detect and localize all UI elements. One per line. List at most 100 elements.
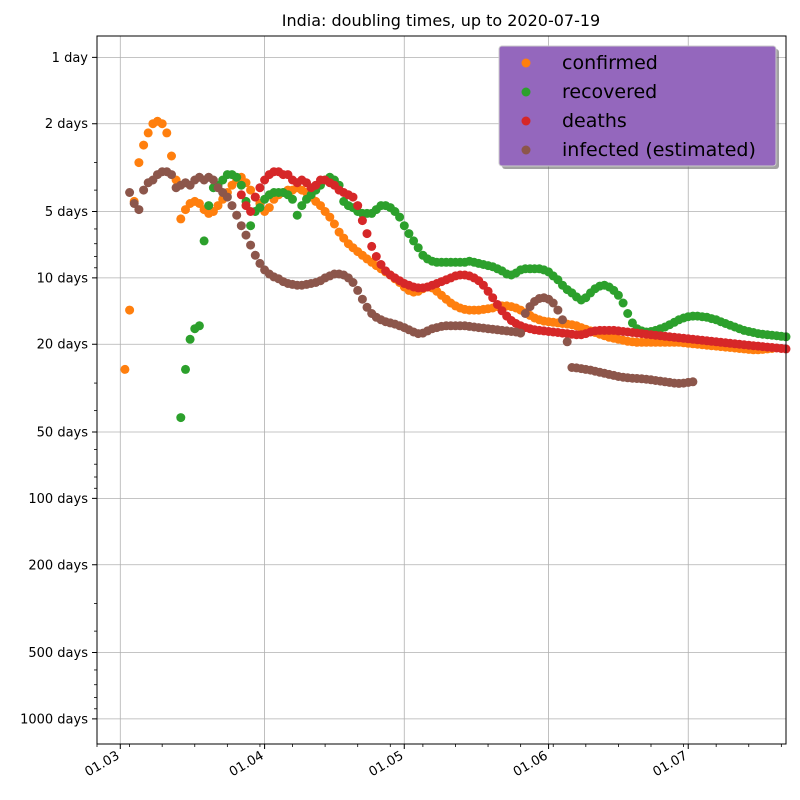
data-point — [232, 172, 242, 182]
x-tick-label: 01.07 — [651, 748, 691, 780]
legend-label: infected (estimated) — [562, 139, 756, 161]
data-point — [516, 328, 526, 338]
y-tick-label: 200 days — [28, 558, 88, 573]
data-point — [139, 140, 149, 150]
data-point — [157, 119, 167, 129]
y-tick-label: 20 days — [37, 338, 89, 353]
x-tick-label: 01.03 — [83, 748, 123, 780]
data-point — [185, 334, 195, 344]
data-point — [134, 205, 144, 215]
data-point — [297, 201, 307, 211]
legend-marker — [521, 87, 531, 97]
data-point — [255, 258, 265, 268]
data-point — [167, 170, 176, 180]
data-point — [125, 305, 135, 315]
data-point — [348, 278, 358, 287]
data-point — [236, 180, 246, 190]
data-point — [181, 205, 190, 215]
y-tick-label: 100 days — [28, 492, 88, 507]
data-point — [255, 183, 265, 193]
data-point — [362, 229, 372, 239]
data-point — [623, 309, 633, 318]
data-point — [399, 221, 409, 231]
grid-lines — [97, 36, 786, 744]
y-tick-label: 2 days — [45, 117, 88, 132]
legend-marker — [521, 116, 531, 126]
legend-label: confirmed — [562, 52, 658, 74]
data-point — [413, 243, 423, 253]
data-point — [362, 302, 372, 312]
series-2 — [236, 167, 791, 354]
data-point — [194, 321, 204, 331]
y-tick-label: 1 day — [52, 51, 89, 66]
data-point — [208, 175, 218, 185]
data-point — [232, 210, 242, 220]
data-point — [548, 298, 558, 308]
legend-marker — [521, 145, 531, 155]
chart-title: India: doubling times, up to 2020-07-19 — [282, 11, 600, 30]
data-point — [395, 212, 405, 222]
legend-label: recovered — [562, 81, 657, 103]
data-point — [325, 212, 335, 222]
y-tick-label: 10 days — [37, 271, 89, 286]
data-point — [478, 280, 488, 290]
y-tick-label: 500 days — [28, 646, 88, 661]
data-point — [227, 201, 237, 211]
data-point — [483, 286, 493, 296]
x-tick-label: 01.05 — [367, 748, 407, 780]
x-tick-label: 01.04 — [227, 748, 267, 780]
data-point — [357, 216, 367, 226]
data-point — [143, 128, 153, 138]
y-tick-label: 50 days — [37, 425, 89, 440]
data-point — [236, 221, 246, 231]
x-tick-label: 01.06 — [511, 748, 551, 780]
legend: confirmed recovered deaths infected (estima… — [498, 45, 779, 169]
data-points — [120, 116, 791, 423]
data-point — [613, 290, 623, 300]
data-point — [241, 230, 251, 240]
data-point — [246, 240, 256, 250]
data-point — [520, 309, 530, 318]
data-point — [348, 192, 358, 202]
x-axis: 01.03 01.04 01.05 01.06 01.07 — [83, 744, 782, 780]
data-point — [129, 199, 139, 208]
data-point — [409, 236, 419, 246]
data-point — [404, 229, 414, 239]
data-point — [250, 192, 260, 202]
legend-label: deaths — [562, 110, 627, 132]
data-point — [553, 305, 563, 315]
data-point — [292, 210, 302, 220]
data-point — [288, 194, 297, 204]
legend-box — [498, 45, 777, 167]
data-point — [353, 285, 363, 295]
data-point — [688, 377, 698, 387]
data-point — [492, 300, 502, 309]
y-tick-label: 1000 days — [20, 712, 88, 727]
data-point — [255, 203, 265, 213]
data-point — [204, 201, 214, 211]
data-point — [357, 294, 367, 304]
data-point — [125, 188, 135, 197]
data-point — [562, 337, 572, 347]
data-point — [176, 214, 186, 224]
data-point — [371, 252, 381, 261]
data-point — [250, 250, 260, 260]
data-point — [618, 298, 628, 308]
data-point — [246, 221, 256, 231]
data-point — [181, 364, 190, 374]
data-point — [213, 201, 223, 211]
data-point — [376, 260, 386, 269]
data-point — [246, 207, 256, 216]
data-point — [176, 413, 186, 423]
data-point — [367, 241, 377, 251]
y-axis: 1 day 2 days 5 days 10 days 20 days 50 days 10… — [20, 51, 97, 727]
data-point — [167, 151, 176, 161]
data-point — [236, 190, 246, 200]
data-point — [199, 236, 209, 246]
y-tick-label: 5 days — [45, 205, 88, 220]
data-point — [194, 199, 204, 208]
data-point — [222, 192, 232, 202]
series-3 — [125, 167, 698, 388]
data-point — [120, 364, 130, 374]
data-point — [488, 293, 498, 303]
